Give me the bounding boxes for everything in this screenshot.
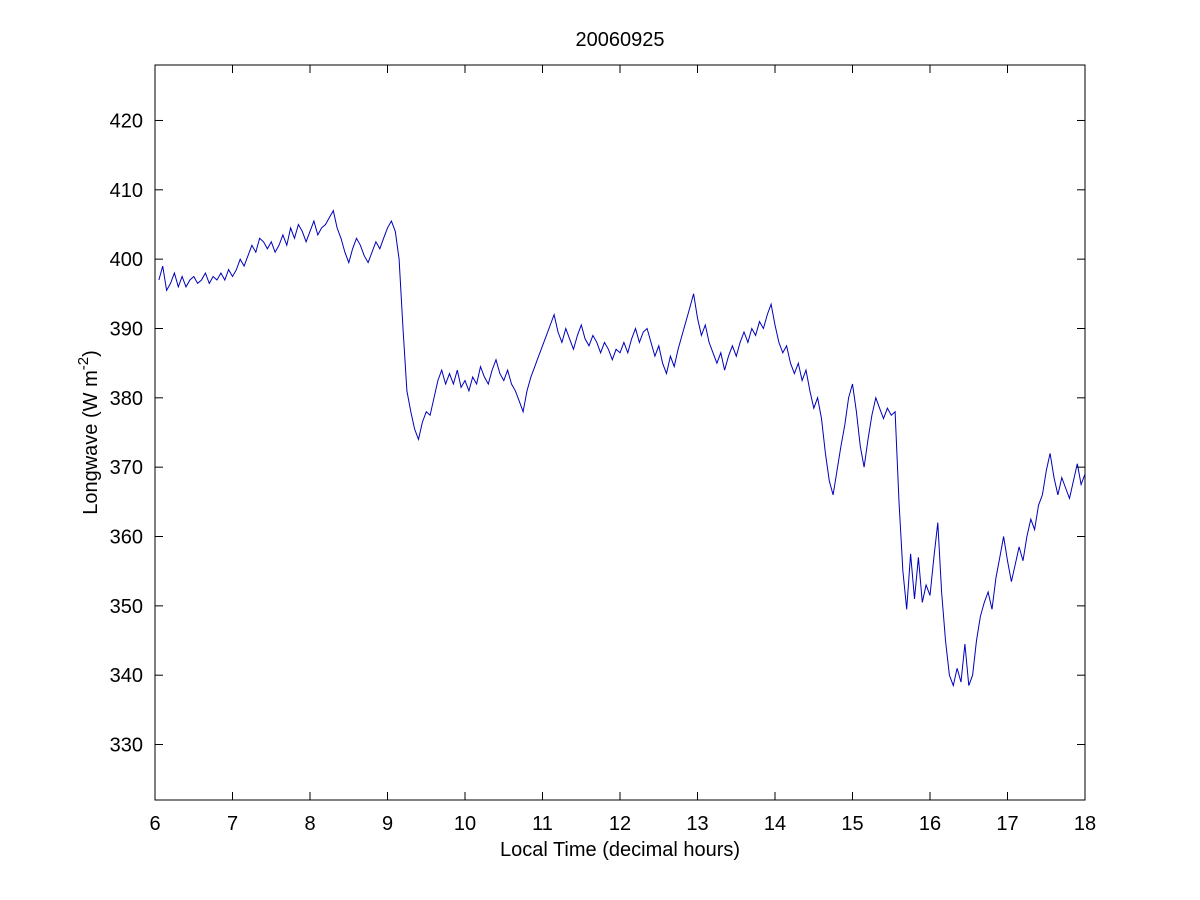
x-tick-label: 13 xyxy=(686,813,708,835)
x-tick-label: 15 xyxy=(841,813,863,835)
y-tick-label: 420 xyxy=(110,110,143,132)
plot-area-border xyxy=(154,64,1086,801)
y-axis-label-text: Longwave (W m xyxy=(80,370,102,515)
y-tick-label: 400 xyxy=(110,249,143,271)
y-tick-label: 380 xyxy=(110,388,143,410)
y-axis-label-close: ) xyxy=(80,350,102,357)
x-tick-label: 17 xyxy=(996,813,1018,835)
y-axis-label-superscript: -2 xyxy=(75,357,92,370)
y-tick-label: 360 xyxy=(110,527,143,549)
x-tick-label: 16 xyxy=(919,813,941,835)
y-axis-label: Longwave (W m-2) xyxy=(75,350,102,515)
x-tick-label: 10 xyxy=(454,813,476,835)
x-tick-label: 14 xyxy=(764,813,786,835)
longwave-series-line xyxy=(158,209,1086,688)
x-tick-label: 7 xyxy=(227,813,238,835)
chart-title: 20060925 xyxy=(576,29,665,51)
axis-tick-labels: 6 7 8 9 10 11 12 13 14 15 16 17 18 330 340 350 360 370 380… xyxy=(110,110,1097,835)
x-axis-label: Local Time (decimal hours) xyxy=(500,839,740,861)
x-tick-label: 9 xyxy=(382,813,393,835)
x-tick-label: 18 xyxy=(1074,813,1096,835)
y-tick-label: 330 xyxy=(110,735,143,757)
y-tick-label: 340 xyxy=(110,665,143,687)
x-tick-label: 11 xyxy=(532,813,553,835)
y-tick-label: 410 xyxy=(110,180,143,202)
y-tick-label: 370 xyxy=(110,457,143,479)
axis-tick-marks xyxy=(154,65,1086,800)
x-tick-label: 8 xyxy=(304,813,315,835)
x-tick-label: 6 xyxy=(149,813,160,835)
y-tick-label: 350 xyxy=(110,596,143,618)
y-tick-label: 390 xyxy=(110,318,143,340)
x-tick-label: 12 xyxy=(609,813,631,835)
